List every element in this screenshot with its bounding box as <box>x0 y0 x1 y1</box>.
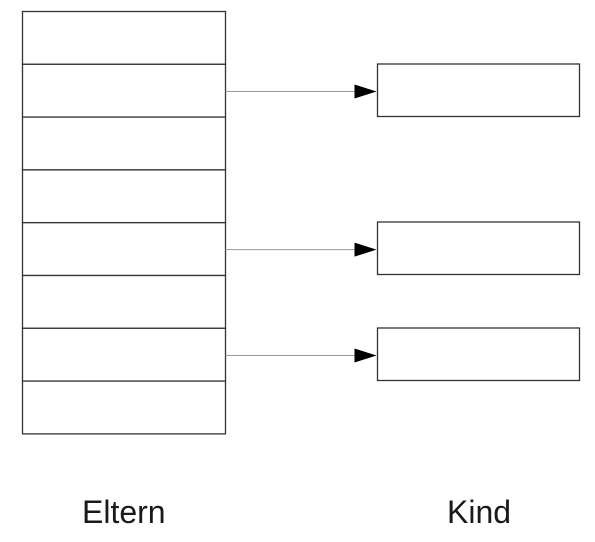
parent-slot-5 <box>21 222 227 277</box>
parent-slot-6 <box>21 274 227 329</box>
arrows <box>225 84 377 363</box>
parent-slot-4 <box>21 169 227 224</box>
parent-slot-2 <box>21 63 227 118</box>
parent-label: Eltern <box>82 494 166 530</box>
parent-array <box>21 10 227 435</box>
child-boxes <box>376 63 581 382</box>
parent-slot-1 <box>21 10 227 65</box>
parent-slot-8 <box>21 380 227 435</box>
parent-slot-3 <box>21 116 227 171</box>
arrow-head-2 <box>354 242 377 257</box>
arrow-head-3 <box>354 348 377 363</box>
child-box-1 <box>376 63 581 118</box>
arrow-head-1 <box>354 84 377 99</box>
parent-slot-7 <box>21 327 227 382</box>
child-label: Kind <box>447 494 512 530</box>
child-box-2 <box>376 221 581 276</box>
child-box-3 <box>376 327 581 382</box>
